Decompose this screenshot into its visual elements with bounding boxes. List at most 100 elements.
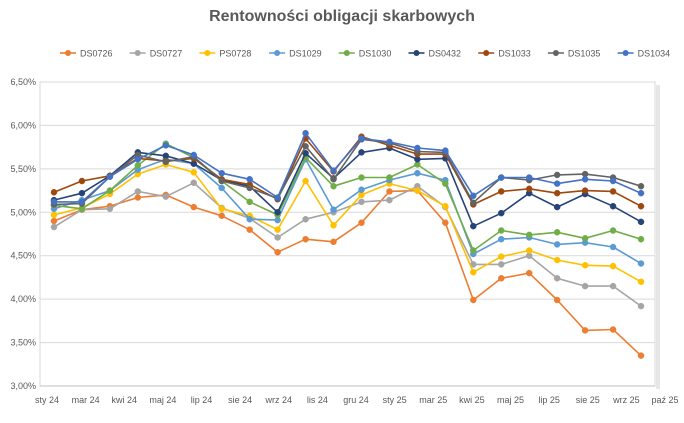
plot-shadow — [656, 85, 660, 389]
data-point-ds1029 — [246, 215, 253, 223]
data-point-ds1034 — [525, 174, 533, 181]
y-tick-label: 6,50% — [10, 77, 36, 87]
data-point-ds1029 — [218, 184, 225, 192]
data-point-ds0432 — [274, 209, 281, 216]
series-line-ds0726 — [53, 189, 642, 357]
legend-label-ds1033: DS1033 — [498, 49, 531, 59]
x-tick-label: wrz 24 — [264, 395, 292, 405]
data-point-ps0728 — [498, 253, 505, 260]
data-point-ds1034 — [553, 180, 561, 187]
data-point-ds1034 — [218, 169, 225, 177]
data-point-ds0726 — [190, 203, 197, 211]
data-point-ds0727 — [302, 215, 309, 223]
data-point-ds0726 — [50, 217, 58, 225]
x-tick-label: paź 25 — [651, 395, 678, 405]
legend-marker-ds1029 — [274, 50, 281, 56]
data-point-ds0432 — [498, 209, 505, 217]
data-point-ds1034 — [609, 177, 617, 185]
data-point-ds0432 — [637, 218, 645, 226]
data-point-ds1033 — [525, 185, 533, 193]
data-point-ds0726 — [498, 275, 505, 282]
data-point-ds1034 — [470, 192, 477, 200]
data-point-ds0726 — [358, 219, 365, 226]
data-point-ds1034 — [386, 138, 393, 146]
data-point-ds0432 — [470, 222, 477, 230]
data-point-ds1029 — [330, 206, 337, 213]
y-tick-label: 6,00% — [10, 120, 36, 130]
data-point-ds0727 — [581, 282, 589, 290]
data-point-ps0728 — [274, 226, 281, 233]
data-point-ds1029 — [498, 235, 505, 243]
data-point-ds0727 — [498, 261, 505, 268]
legend-label-ds0726: DS0726 — [80, 49, 113, 59]
data-point-ds1033 — [581, 187, 589, 194]
legend-label-ds0727: DS0727 — [150, 49, 183, 59]
data-point-ds0726 — [386, 188, 393, 195]
data-point-ds1029 — [637, 260, 645, 267]
data-point-ds0726 — [525, 269, 533, 277]
data-point-ds0432 — [78, 189, 86, 197]
plot-area — [39, 81, 656, 387]
data-point-ds1034 — [498, 174, 505, 181]
series-line-ds1034 — [54, 132, 642, 203]
legend-label-ds1030: DS1030 — [359, 49, 392, 59]
data-point-ds0727 — [609, 282, 617, 290]
series-line-ds1035 — [53, 138, 642, 206]
data-point-ds1030 — [553, 229, 561, 236]
data-point-ds1030 — [637, 235, 645, 243]
data-point-ds1030 — [470, 247, 477, 254]
data-point-ds1035 — [246, 184, 253, 192]
data-point-ds0727 — [134, 188, 142, 195]
data-point-ds1030 — [246, 198, 253, 206]
y-tick-label: 3,50% — [10, 338, 36, 348]
data-point-ds0726 — [134, 194, 142, 201]
data-point-ds0726 — [442, 219, 449, 226]
data-point-ps0728 — [525, 247, 533, 254]
legend-label-ds1035: DS1035 — [568, 49, 601, 59]
data-point-ps0728 — [302, 177, 309, 185]
data-point-ds1030 — [498, 227, 505, 234]
data-point-ds1034 — [78, 198, 86, 206]
data-point-ds0726 — [553, 296, 561, 304]
data-point-ds0726 — [581, 327, 589, 334]
data-point-ds0727 — [274, 234, 281, 241]
data-point-ds0727 — [358, 198, 365, 206]
data-point-ds1030 — [442, 180, 449, 187]
data-point-ds1035 — [218, 177, 225, 185]
x-tick-label: kwi 24 — [111, 395, 137, 405]
x-tick-label: wrz 25 — [612, 395, 640, 405]
data-point-ps0728 — [581, 262, 589, 269]
data-point-ds1033 — [78, 177, 86, 185]
data-point-ds1030 — [358, 174, 365, 181]
data-point-ds1030 — [106, 187, 114, 194]
x-tick-label: sie 25 — [576, 395, 600, 405]
x-tick-label: mar 25 — [419, 395, 447, 405]
x-tick-label: gru 24 — [343, 395, 369, 405]
legend-label-ds1034: DS1034 — [638, 49, 671, 59]
data-point-ds1034 — [106, 173, 114, 180]
data-point-ds1030 — [525, 231, 533, 239]
data-point-ds1034 — [274, 194, 281, 201]
data-point-ds0726 — [218, 212, 225, 220]
data-point-ds1034 — [637, 189, 645, 197]
x-tick-label: maj 24 — [149, 395, 176, 405]
data-point-ds1033 — [498, 188, 505, 195]
data-point-ds1033 — [50, 189, 58, 196]
legend-marker-ds1030 — [343, 50, 350, 56]
x-tick-label: kwi 25 — [459, 395, 485, 405]
data-point-ds1034 — [190, 151, 197, 159]
data-point-ps0728 — [330, 222, 337, 229]
y-tick-label: 4,50% — [10, 251, 36, 261]
legend-label-ps0728: PS0728 — [219, 49, 251, 59]
x-tick-label: sty 25 — [383, 395, 407, 405]
data-point-ps0728 — [609, 262, 617, 270]
legend-marker-ds1034 — [622, 50, 629, 56]
y-tick-label: 5,00% — [10, 207, 36, 217]
data-point-ds1029 — [609, 243, 617, 251]
data-point-ps0728 — [470, 268, 477, 276]
series-line-ds0432 — [53, 147, 642, 227]
data-point-ds0727 — [106, 205, 114, 213]
legend-marker-ps0728 — [204, 50, 211, 56]
data-point-ds0727 — [553, 275, 561, 282]
